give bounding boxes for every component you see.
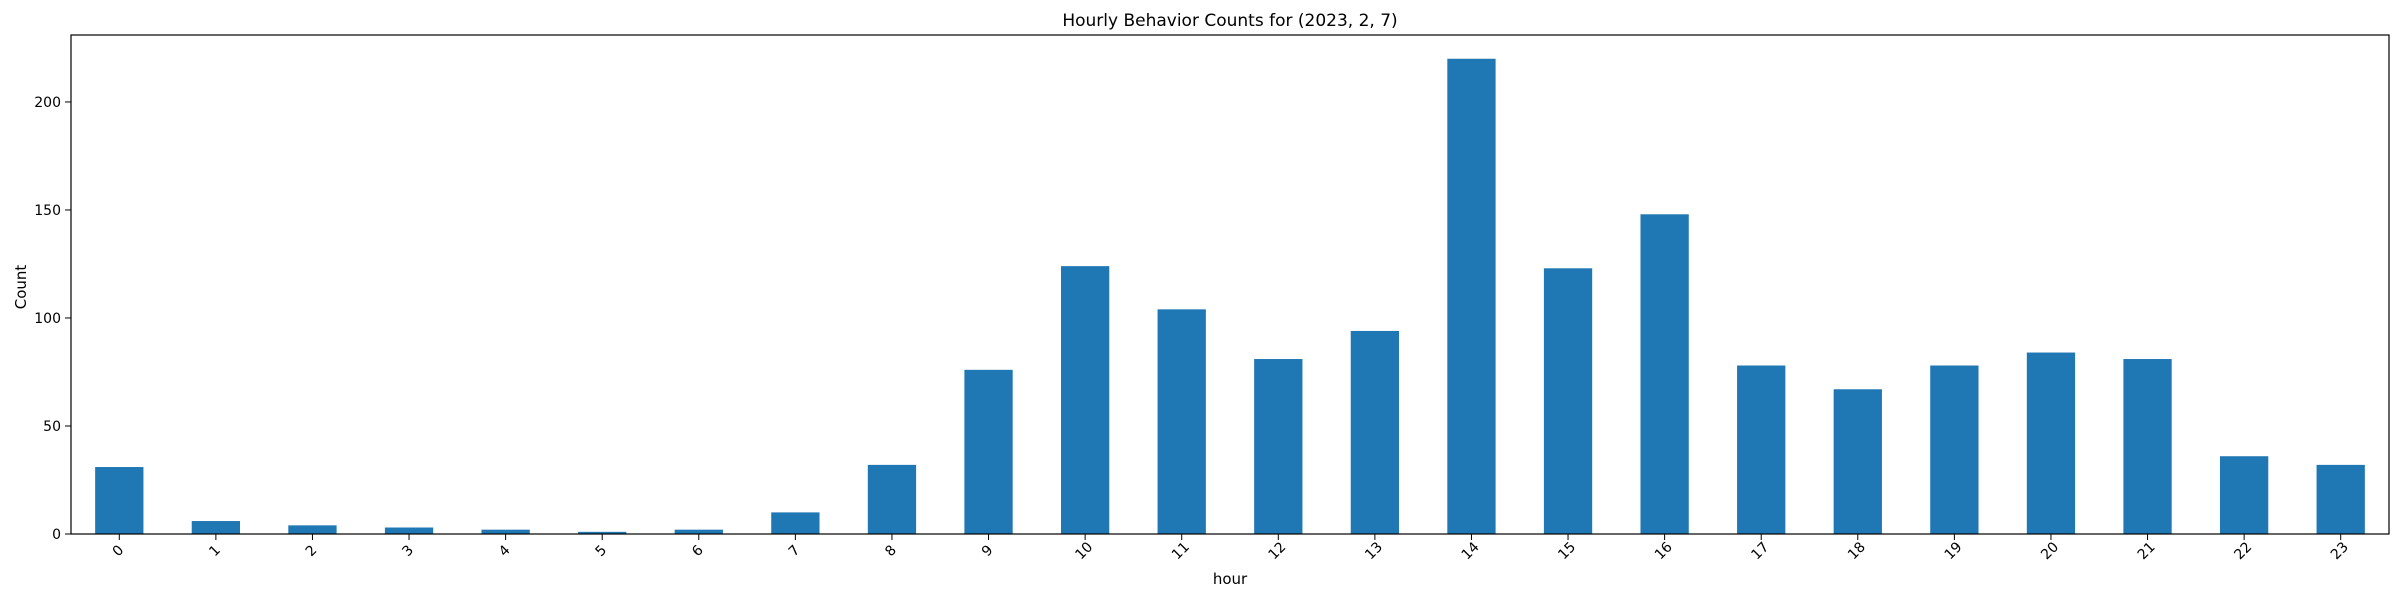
x-tick-label: 0 xyxy=(110,542,128,560)
bar-hour-7 xyxy=(771,512,820,534)
x-tick-label: 15 xyxy=(1555,539,1579,563)
y-tick-label: 100 xyxy=(34,311,61,327)
x-tick-label: 3 xyxy=(399,542,417,560)
bar-hour-15 xyxy=(1543,268,1593,534)
y-axis: 0 50 100 150 200 xyxy=(34,95,71,543)
bar-hour-16 xyxy=(1640,214,1689,534)
bar-hour-17 xyxy=(1737,365,1786,534)
x-tick-label: 18 xyxy=(1845,539,1869,563)
bar-hour-13 xyxy=(1350,330,1400,534)
bar-hour-11 xyxy=(1157,309,1206,534)
x-tick-label: 6 xyxy=(689,542,707,560)
x-axis: 0 1 2 3 4 5 6 7 8 9 10 11 12 13 14 15 16 17 18 19 20 21 22 23 xyxy=(110,534,2352,563)
x-tick-label: 12 xyxy=(1266,539,1290,563)
bar-hour-19 xyxy=(1930,365,1979,534)
x-tick-label: 11 xyxy=(1169,539,1193,563)
x-tick-label: 17 xyxy=(1748,539,1772,563)
bar-hour-5 xyxy=(578,531,627,534)
x-tick-label: 14 xyxy=(1459,539,1483,563)
bar-hour-3 xyxy=(384,527,434,534)
plot-frame xyxy=(70,34,2390,535)
bar-hour-18 xyxy=(1833,389,1882,534)
bar-hour-14 xyxy=(1447,58,1496,535)
x-tick-label: 7 xyxy=(786,542,804,560)
bar-hour-0 xyxy=(95,467,144,534)
bar-hour-21 xyxy=(2123,359,2172,534)
x-tick-label: 19 xyxy=(1942,539,1966,563)
bars-group xyxy=(95,58,2365,535)
x-tick-label: 9 xyxy=(979,542,997,560)
x-tick-label: 13 xyxy=(1362,539,1386,563)
bar-hour-22 xyxy=(2219,456,2269,534)
y-tick-label: 200 xyxy=(34,95,61,111)
bar-hour-4 xyxy=(481,529,530,534)
chart-title: Hourly Behavior Counts for (2023, 2, 7) xyxy=(1062,11,1397,31)
y-axis-label: Count xyxy=(12,265,30,310)
bar-hour-8 xyxy=(867,464,917,534)
x-axis-label: hour xyxy=(1213,570,1248,588)
bar-hour-2 xyxy=(288,525,337,534)
x-tick-label: 1 xyxy=(206,542,224,560)
x-tick-label: 4 xyxy=(496,542,514,560)
bar-hour-6 xyxy=(674,529,723,534)
bar-hour-10 xyxy=(1060,266,1110,534)
bar-hour-9 xyxy=(964,369,1013,534)
y-tick-label: 150 xyxy=(34,203,61,219)
y-tick-label: 0 xyxy=(52,527,61,543)
bar-hour-23 xyxy=(2316,464,2365,534)
x-tick-label: 16 xyxy=(1652,539,1676,563)
x-tick-label: 23 xyxy=(2328,539,2352,563)
bar-hour-20 xyxy=(2026,352,2076,534)
y-tick-label: 50 xyxy=(43,419,61,435)
x-tick-label: 2 xyxy=(303,542,321,560)
x-tick-label: 22 xyxy=(2231,539,2255,563)
bar-hour-12 xyxy=(1254,359,1303,534)
bar-hour-1 xyxy=(191,521,241,534)
x-tick-label: 10 xyxy=(1072,539,1096,563)
x-tick-label: 5 xyxy=(593,542,611,560)
x-tick-label: 21 xyxy=(2135,539,2159,563)
x-tick-label: 8 xyxy=(882,542,900,560)
x-tick-label: 20 xyxy=(2038,539,2062,563)
